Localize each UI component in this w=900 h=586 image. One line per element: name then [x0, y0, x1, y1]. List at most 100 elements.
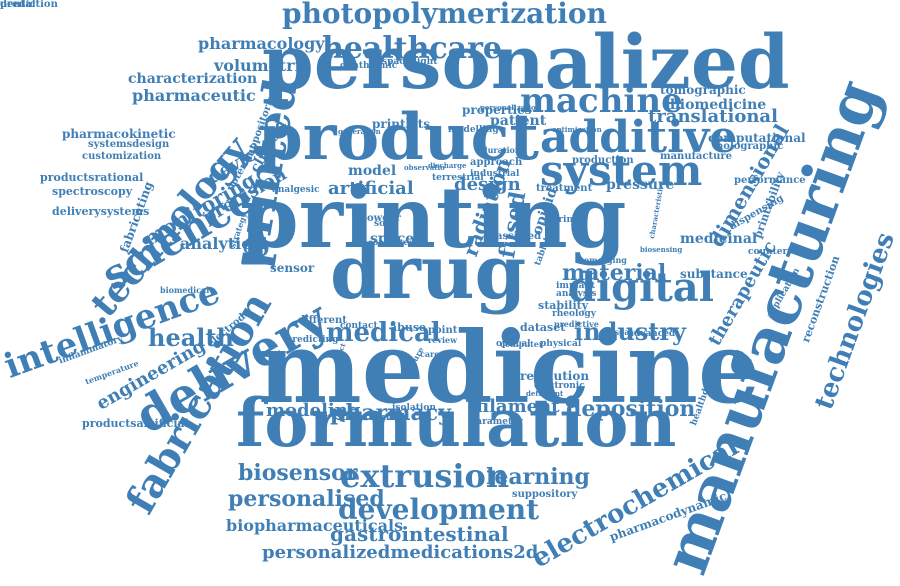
cloud-word: optimization: [552, 125, 602, 134]
cloud-word: review: [428, 335, 457, 345]
cloud-word: sensor: [270, 261, 315, 275]
cloud-word: extrusion: [340, 457, 510, 495]
cloud-word: prediction: [0, 0, 58, 10]
cloud-word: implant: [556, 281, 596, 291]
cloud-word: production: [572, 155, 634, 166]
cloud-word: analytical: [180, 234, 268, 253]
cloud-word: industrial: [470, 169, 520, 179]
cloud-word: predicting: [286, 335, 339, 345]
cloud-word: dental: [0, 0, 36, 10]
cloud-word: patient: [490, 113, 547, 129]
cloud-word: contact: [340, 321, 378, 331]
cloud-word: pressure: [606, 177, 675, 193]
cloud-word: medicine: [258, 311, 761, 426]
cloud-word: material: [562, 260, 667, 286]
cloud-word: formulation: [236, 384, 677, 462]
cloud-word: revolution: [520, 369, 590, 383]
cloud-word: personalizedmedications2d: [262, 542, 539, 563]
cloud-word: pharmacology: [198, 34, 325, 53]
cloud-word: product: [258, 100, 539, 175]
cloud-word: dataset: [520, 321, 566, 334]
cloud-word: modelling: [448, 125, 499, 135]
cloud-word: optical: [496, 339, 531, 349]
cloud-word: abuse: [390, 321, 427, 334]
cloud-word: manufacture: [660, 151, 732, 162]
cloud-word: systemsdesign: [88, 139, 170, 150]
cloud-word: digital: [568, 264, 714, 311]
cloud-word: volumetric: [214, 56, 311, 75]
cloud-word: drug: [330, 230, 527, 316]
cloud-word: productsartificial: [82, 417, 189, 430]
cloud-word: medical: [326, 318, 441, 348]
cloud-word: performance: [734, 175, 806, 186]
cloud-word: characterization: [128, 71, 258, 87]
cloud-word: discharge: [428, 161, 467, 170]
cloud-word: analysis: [556, 289, 597, 299]
cloud-word: computational: [708, 131, 806, 145]
cloud-word: deterrent: [526, 389, 564, 398]
cloud-word: assisted: [496, 231, 542, 242]
cloud-word: generation: [338, 127, 381, 136]
cloud-word: design: [454, 174, 521, 195]
cloud-word: printlets: [372, 117, 431, 131]
cloud-word: properties: [462, 103, 532, 117]
cloud-word: treatment: [536, 183, 593, 194]
cloud-word: productsrational: [40, 171, 144, 184]
cloud-word: analgesic: [272, 185, 320, 195]
cloud-word: industry: [574, 317, 686, 346]
cloud-word: point: [428, 325, 458, 336]
cloud-word: customization: [82, 151, 162, 162]
cloud-word: suppository: [512, 489, 578, 500]
cloud-word: deliverysystems: [52, 205, 150, 218]
cloud-word: pharmacokinetic: [62, 127, 176, 141]
cloud-word: system: [540, 146, 703, 195]
cloud-word: translational: [648, 106, 778, 127]
cloud-word: artificial: [328, 178, 414, 199]
cloud-word: predictive: [554, 319, 599, 329]
cloud-word: health: [148, 323, 234, 352]
cloud-word: model: [348, 163, 397, 179]
cloud-word: personalised: [228, 486, 385, 512]
cloud-word: space: [370, 231, 415, 247]
cloud-word: spectroscopy: [52, 185, 133, 198]
cloud-word: disease: [606, 327, 640, 337]
cloud-word: emerging: [584, 255, 627, 265]
cloud-word: personalization: [480, 103, 541, 112]
cloud-word: pharmaceutic: [132, 86, 256, 105]
cloud-word: syringe: [548, 215, 586, 225]
cloud-word: care: [420, 349, 440, 359]
cloud-word: biomedicine: [670, 97, 767, 113]
cloud-word: filament: [476, 396, 560, 417]
cloud-word: connected: [368, 237, 415, 247]
cloud-word: approach: [470, 157, 523, 168]
cloud-word: learning: [486, 464, 590, 490]
cloud-word: rheology: [552, 309, 596, 319]
cloud-word: paracetamol: [342, 413, 405, 423]
cloud-word: gastrointestinal: [330, 522, 509, 546]
cloud-word: deposition: [566, 396, 696, 422]
cloud-word: spaceflight: [382, 57, 438, 67]
cloud-word: tomographic: [660, 83, 746, 97]
cloud-word: stability: [538, 299, 589, 312]
cloud-word: biopharmaceuticals: [226, 516, 404, 535]
cloud-word: powder: [360, 213, 401, 224]
cloud-word: duration: [482, 145, 521, 155]
cloud-word: pharmacy: [330, 400, 451, 426]
cloud-word: printing: [240, 168, 627, 267]
cloud-word: biosensor: [238, 460, 358, 486]
cloud-word: modeling: [266, 400, 361, 421]
cloud-word: different: [298, 315, 347, 326]
cloud-word: physical: [540, 339, 582, 349]
cloud-word: terrestrial: [432, 173, 484, 183]
cloud-word: parameter: [470, 417, 523, 427]
cloud-word: medicinal: [680, 231, 758, 247]
cloud-word: computer: [500, 339, 544, 349]
cloud-word: electronic: [534, 381, 585, 391]
cloud-word: biosensing: [640, 245, 683, 254]
cloud-word: ophthalmic: [340, 61, 398, 71]
cloud-word: machine: [520, 81, 683, 121]
cloud-word: substance: [680, 267, 748, 281]
cloud-word: development: [338, 493, 540, 526]
cloud-word: holographic: [716, 141, 784, 152]
